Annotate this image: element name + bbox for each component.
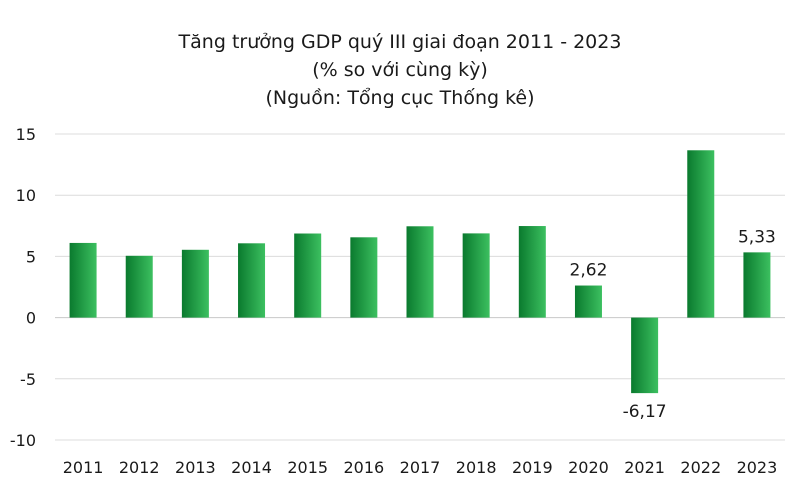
data-labels: 2,62 -6,17 5,33	[570, 227, 776, 422]
bars	[69, 150, 771, 394]
bar-2022	[687, 150, 715, 318]
x-tick-label: 2019	[512, 458, 553, 477]
bar-2019	[518, 226, 546, 318]
bar-2021	[631, 317, 659, 394]
x-tick-label: 2016	[343, 458, 384, 477]
bar-2016	[350, 237, 378, 318]
x-axis-ticks: 2011 2012 2013 2014 2015 2016 2017 2018 2019 2020…	[63, 458, 778, 477]
x-tick-label: 2015	[287, 458, 328, 477]
data-label: -6,17	[623, 402, 667, 422]
bar-2012	[125, 255, 153, 318]
bar-2015	[294, 233, 322, 318]
x-tick-label: 2022	[680, 458, 721, 477]
bar-2020	[574, 285, 602, 318]
y-tick-label: 15	[16, 125, 36, 144]
x-tick-label: 2018	[456, 458, 497, 477]
x-tick-label: 2014	[231, 458, 272, 477]
chart-title-line-1: Tăng trưởng GDP quý III giai đoạn 2011 -…	[178, 31, 622, 53]
y-tick-label: 5	[26, 247, 36, 266]
x-tick-label: 2017	[400, 458, 441, 477]
bar-2011	[69, 242, 97, 318]
data-label: 2,62	[570, 261, 608, 281]
x-tick-label: 2011	[63, 458, 104, 477]
x-tick-label: 2021	[624, 458, 665, 477]
chart-title: Tăng trưởng GDP quý III giai đoạn 2011 -…	[0, 28, 800, 112]
x-tick-label: 2023	[737, 458, 778, 477]
y-tick-label: 10	[16, 186, 36, 205]
bar-2013	[181, 249, 209, 318]
bar-2017	[406, 226, 434, 318]
x-tick-label: 2013	[175, 458, 216, 477]
bar-2014	[238, 243, 266, 318]
data-label: 5,33	[738, 227, 776, 247]
x-tick-label: 2020	[568, 458, 609, 477]
y-tick-label: -10	[10, 431, 36, 450]
y-tick-label: 0	[26, 309, 36, 328]
y-axis-ticks: 15 10 5 0 -5 -10	[10, 125, 36, 450]
chart-title-line-2: (% so với cùng kỳ)	[312, 59, 488, 81]
chart-title-line-3: (Nguồn: Tổng cục Thống kê)	[265, 87, 535, 109]
x-tick-label: 2012	[119, 458, 160, 477]
bar-2023	[743, 252, 771, 318]
y-tick-label: -5	[20, 370, 36, 389]
bar-2018	[462, 233, 490, 318]
